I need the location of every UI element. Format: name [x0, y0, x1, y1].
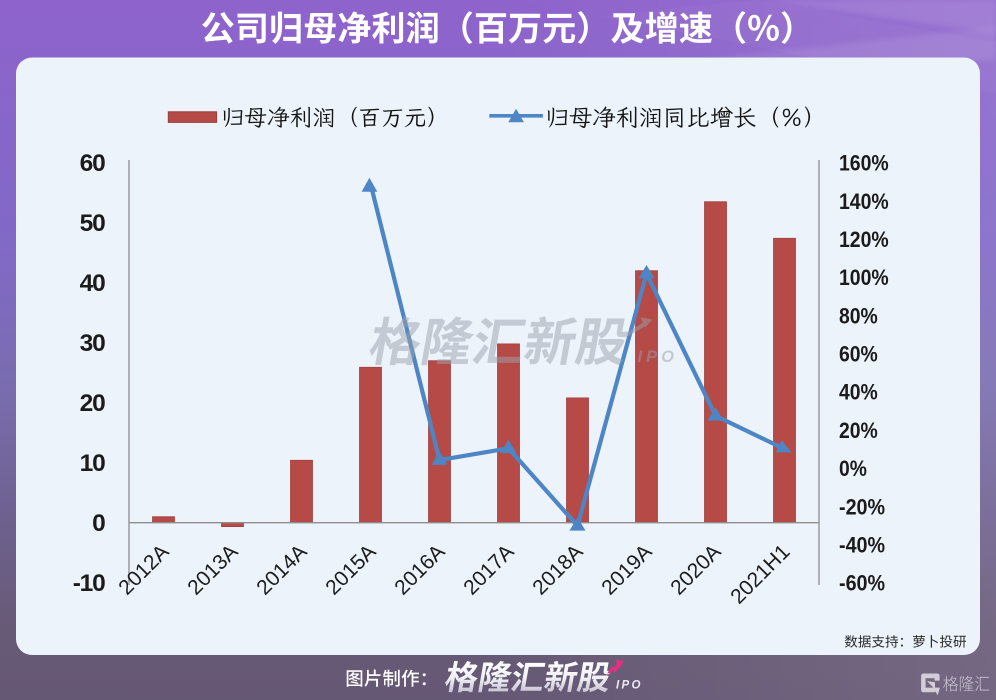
svg-text:0%: 0% [839, 456, 867, 481]
svg-text:50: 50 [80, 210, 105, 237]
svg-text:160%: 160% [839, 151, 889, 176]
svg-text:IPO: IPO [616, 679, 643, 691]
svg-text:-60%: -60% [839, 571, 885, 596]
svg-text:20%: 20% [839, 418, 878, 443]
svg-text:30: 30 [80, 330, 105, 357]
svg-text:IPO: IPO [638, 348, 678, 366]
svg-text:0: 0 [92, 510, 105, 537]
svg-text:120%: 120% [839, 227, 889, 252]
svg-text:-20%: -20% [839, 494, 885, 519]
svg-text:60%: 60% [839, 342, 878, 367]
svg-text:-10: -10 [73, 570, 105, 597]
svg-text:10: 10 [80, 450, 105, 477]
svg-text:20: 20 [80, 390, 105, 417]
svg-text:100%: 100% [839, 265, 889, 290]
svg-text:40: 40 [80, 270, 105, 297]
svg-text:80%: 80% [839, 303, 878, 328]
svg-text:40%: 40% [839, 380, 878, 405]
svg-text:60: 60 [80, 150, 105, 177]
svg-text:-40%: -40% [839, 533, 885, 558]
svg-text:140%: 140% [839, 189, 889, 214]
